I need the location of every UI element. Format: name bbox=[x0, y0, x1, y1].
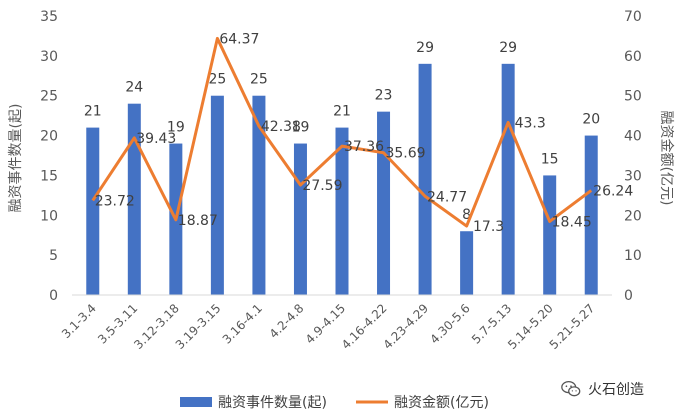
right-axis-tick: 40 bbox=[624, 129, 642, 145]
bar bbox=[501, 63, 515, 296]
bar bbox=[210, 95, 224, 295]
line-data-label: 17.3 bbox=[473, 219, 504, 235]
x-axis-tick: 4.2-4.8 bbox=[267, 301, 307, 341]
bar bbox=[584, 135, 598, 295]
line-data-label: 42.38 bbox=[261, 119, 301, 135]
line-data-labels: 23.72 39.43 18.87 64.37 42.38 27.59 37.36 35.69… bbox=[95, 31, 634, 235]
x-axis-tick: 4.23-4.29 bbox=[380, 301, 431, 352]
line-data-label: 23.72 bbox=[95, 193, 135, 209]
bar bbox=[335, 127, 349, 295]
right-axis-tick: 70 bbox=[624, 9, 642, 25]
bar bbox=[293, 143, 307, 295]
wechat-icon bbox=[561, 381, 581, 397]
watermark-text: 火石创造 bbox=[588, 382, 644, 398]
right-axis-tick: 60 bbox=[624, 49, 642, 65]
line-data-label: 37.36 bbox=[344, 139, 384, 155]
bar-data-label: 29 bbox=[499, 40, 517, 56]
bar-data-label: 15 bbox=[541, 151, 559, 167]
bar-data-label: 21 bbox=[333, 104, 351, 120]
right-axis-title: 融资金额(亿元) bbox=[658, 111, 674, 206]
line-data-label: 26.24 bbox=[593, 183, 633, 199]
line-data-label: 43.3 bbox=[515, 115, 546, 131]
left-axis-tick: 5 bbox=[49, 248, 58, 264]
x-axis-tick: 4.30-5.6 bbox=[427, 301, 472, 346]
line-data-label: 18.45 bbox=[552, 214, 592, 230]
left-axis-ticks: 0 5 10 15 20 25 30 35 bbox=[40, 9, 58, 304]
bar-data-label: 24 bbox=[125, 80, 143, 96]
left-axis-tick: 15 bbox=[40, 168, 58, 184]
bar-data-label: 8 bbox=[462, 207, 471, 223]
line-series bbox=[91, 36, 593, 228]
left-axis-tick: 20 bbox=[40, 129, 58, 145]
line-data-label: 39.43 bbox=[136, 131, 176, 147]
bar bbox=[418, 63, 432, 296]
x-axis-tick: 3.19-3.15 bbox=[173, 301, 224, 352]
x-axis-tick: 3.1-3.4 bbox=[59, 301, 99, 341]
right-axis-tick: 50 bbox=[624, 89, 642, 105]
line-data-label: 35.69 bbox=[385, 146, 425, 162]
right-axis-ticks: 0 10 20 30 40 50 60 70 bbox=[624, 9, 642, 304]
bar-data-label: 29 bbox=[416, 40, 434, 56]
left-axis-tick: 10 bbox=[40, 208, 58, 224]
right-axis-tick: 0 bbox=[624, 288, 633, 304]
line-data-label: 24.77 bbox=[427, 189, 467, 205]
series-line bbox=[91, 36, 593, 228]
watermark: 火石创造 bbox=[560, 378, 644, 400]
bar-data-label: 21 bbox=[84, 104, 102, 120]
line-data-label: 18.87 bbox=[178, 213, 218, 229]
legend-bar-label: 融资事件数量(起) bbox=[218, 395, 327, 411]
bar-data-label: 20 bbox=[582, 112, 600, 128]
x-axis-tick: 5.21-5.27 bbox=[547, 301, 598, 352]
left-axis-tick: 30 bbox=[40, 49, 58, 65]
bar bbox=[543, 175, 557, 295]
legend-bar-swatch bbox=[180, 397, 212, 407]
bar-data-label: 25 bbox=[250, 72, 268, 88]
right-axis-tick: 20 bbox=[624, 208, 642, 224]
left-axis-tick: 0 bbox=[49, 288, 58, 304]
x-axis-tick: 3.16-4.1 bbox=[220, 301, 265, 346]
bar-data-label: 19 bbox=[167, 120, 185, 136]
left-axis-tick: 25 bbox=[40, 89, 58, 105]
left-axis-title: 融资事件数量(起) bbox=[8, 104, 24, 213]
right-axis-tick: 10 bbox=[624, 248, 642, 264]
bar bbox=[252, 95, 266, 295]
right-axis-tick: 30 bbox=[624, 168, 642, 184]
bar-data-label: 19 bbox=[292, 120, 310, 136]
x-axis-ticks: 3.1-3.43.5-3.113.12-3.183.19-3.153.16-4.… bbox=[59, 301, 597, 352]
bar-data-labels: 21 24 19 25 25 19 21 23 29 8 29 15 20 bbox=[84, 40, 600, 223]
legend-line-label: 融资金额(亿元) bbox=[394, 395, 489, 411]
line-data-label: 27.59 bbox=[302, 178, 342, 194]
left-axis-tick: 35 bbox=[40, 9, 58, 25]
bar bbox=[460, 231, 474, 295]
bar bbox=[127, 103, 141, 295]
bar-data-label: 25 bbox=[208, 72, 226, 88]
bar-data-label: 23 bbox=[375, 88, 393, 104]
bar bbox=[86, 127, 100, 295]
line-data-label: 64.37 bbox=[219, 31, 259, 47]
legend: 融资事件数量(起) 融资金额(亿元) bbox=[180, 395, 489, 411]
